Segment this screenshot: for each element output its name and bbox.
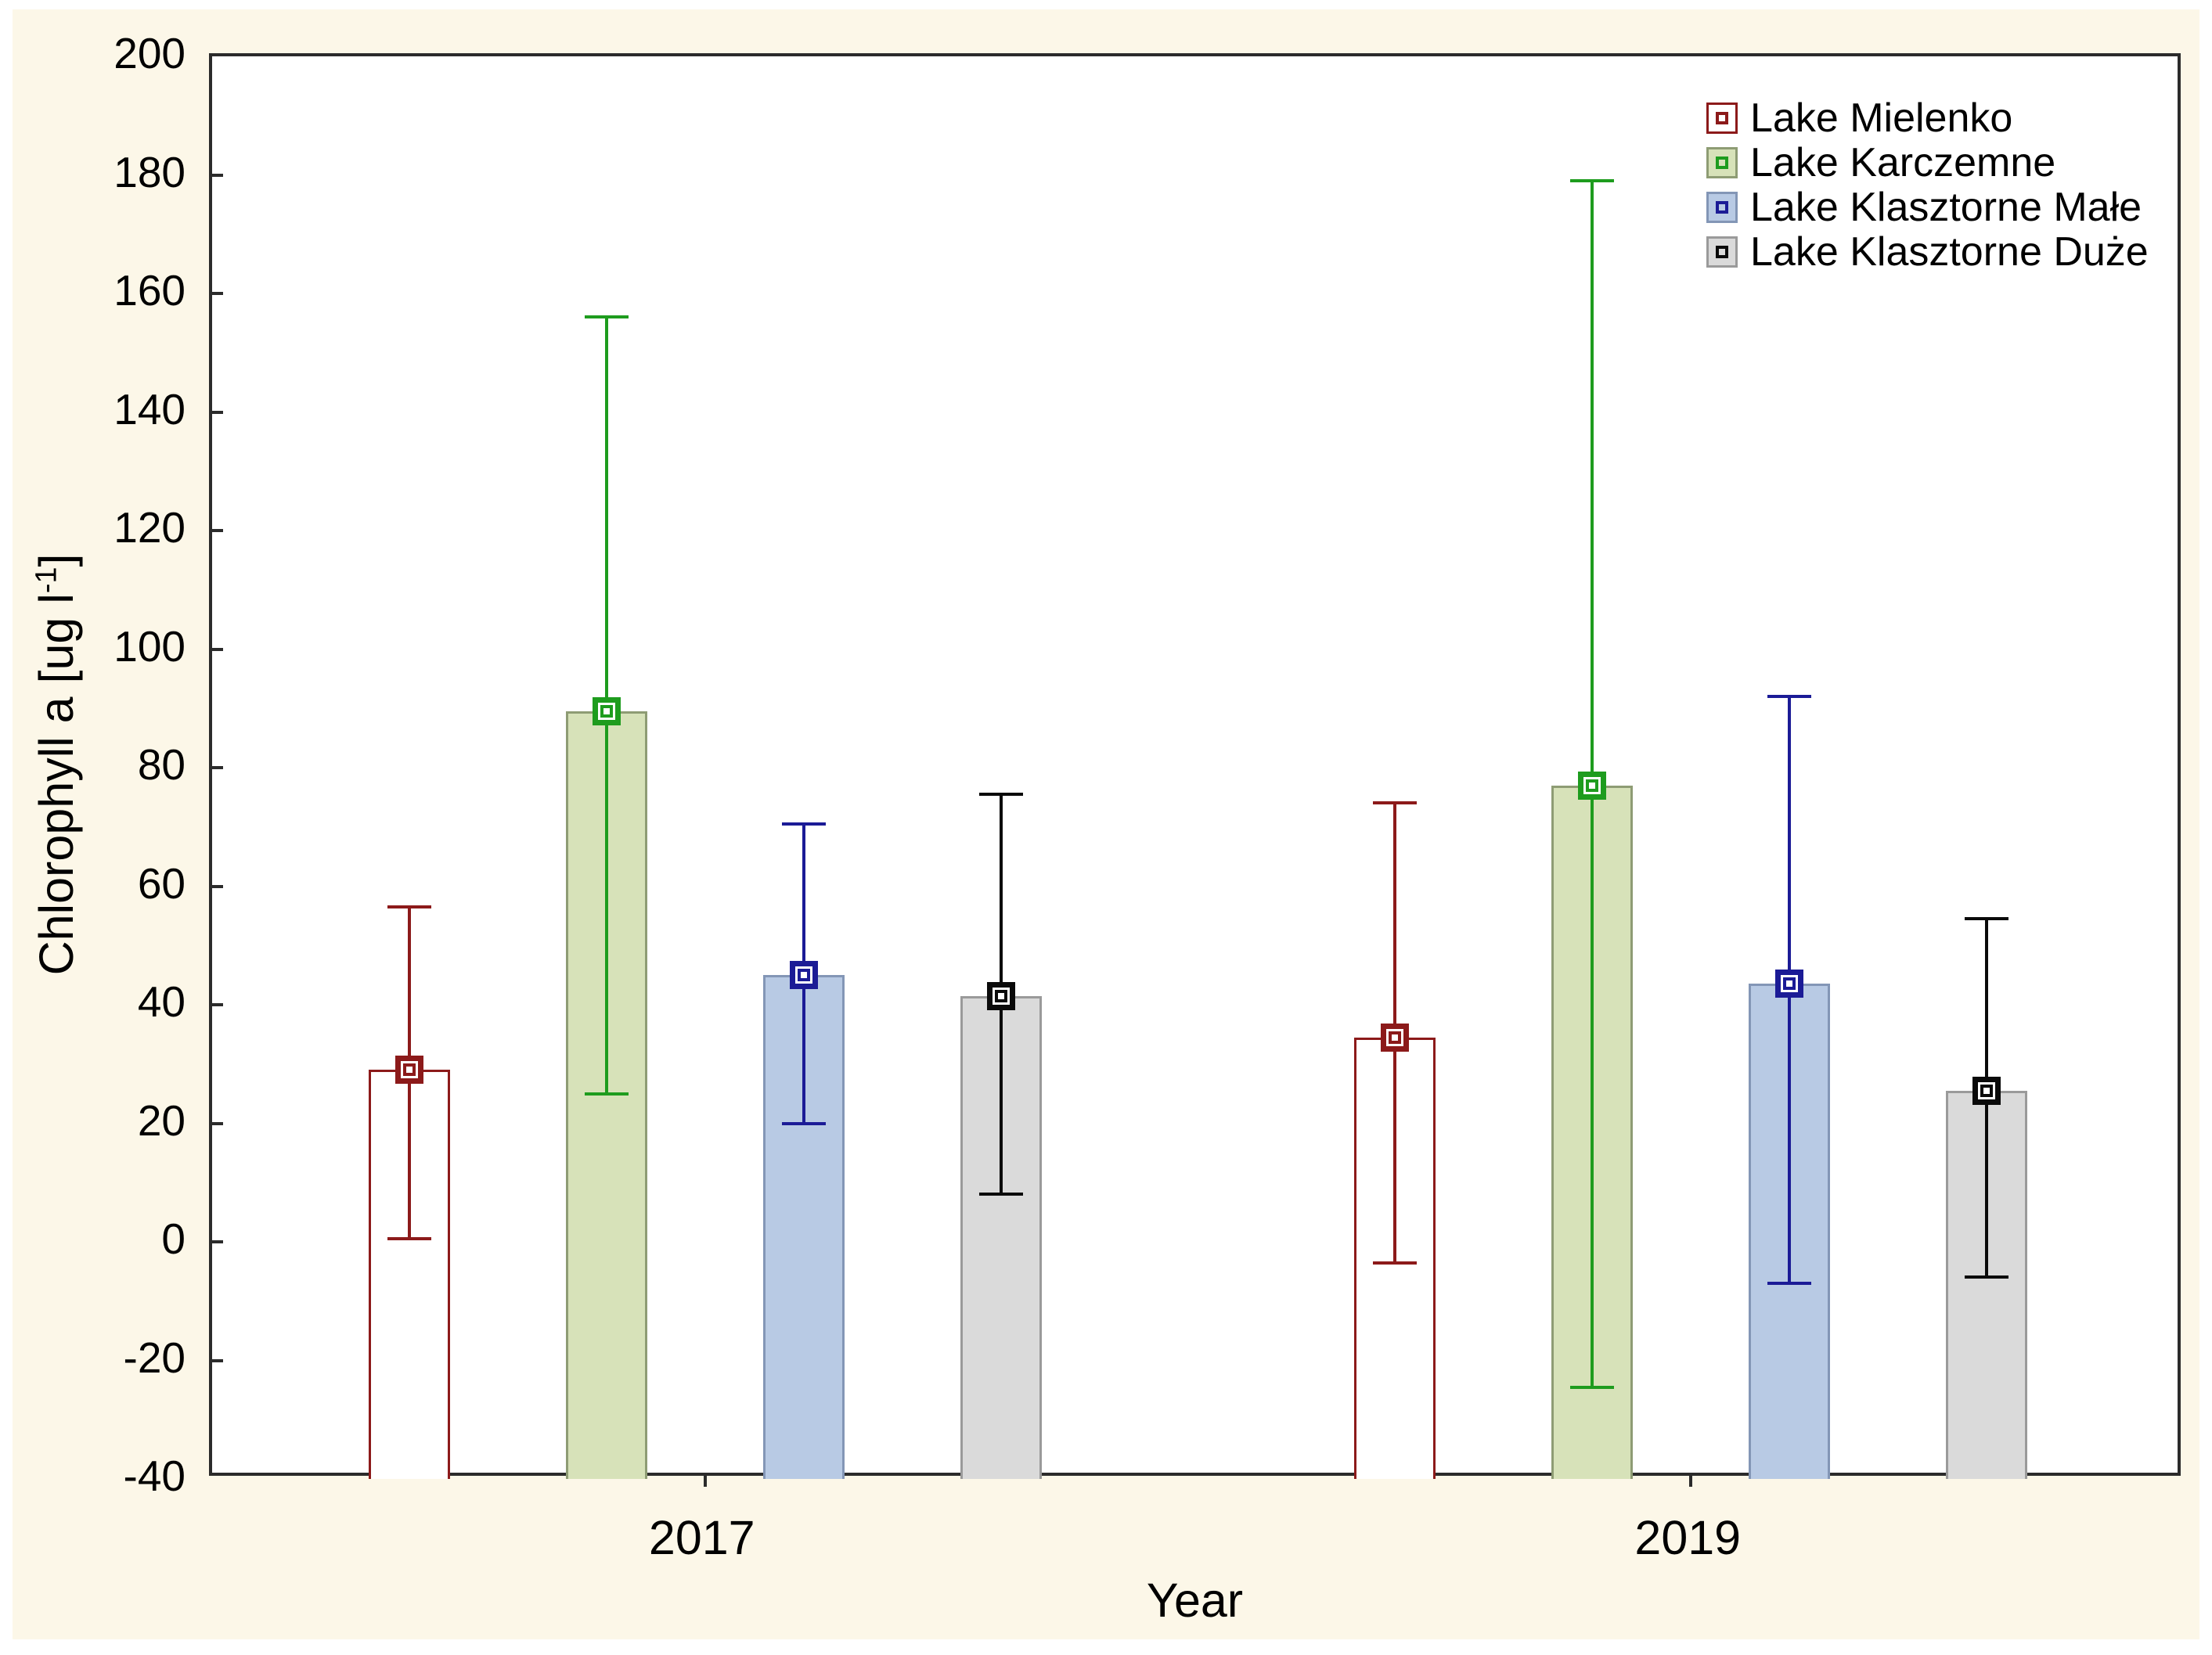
legend-swatch: [1706, 146, 1738, 178]
legend-swatch: [1706, 102, 1738, 134]
y-tick-label: -20: [123, 1333, 186, 1382]
legend-item: Lake Mielenko: [1706, 95, 2149, 141]
mean-marker-inner: [1389, 1031, 1402, 1044]
y-axis-title-superscript: -1: [30, 567, 63, 594]
legend-label: Lake Klasztorne Małe: [1750, 184, 2142, 230]
y-axis-title: Chlorophyll a [ug l-1]: [29, 554, 84, 976]
error-bar-cap-high: [584, 315, 629, 319]
legend-marker-icon: [1716, 156, 1728, 169]
mean-marker: [1972, 1076, 2001, 1105]
error-bar-cap-low: [1965, 1275, 2009, 1279]
x-category-label: 2019: [1634, 1511, 1742, 1564]
y-tick-label: 180: [113, 147, 186, 196]
error-bar-cap-low: [781, 1121, 826, 1125]
y-tick-label: 120: [113, 503, 186, 552]
legend-item: Lake Klasztorne Małe: [1706, 184, 2149, 230]
error-bar-cap-high: [1767, 695, 1812, 699]
mean-marker-inner: [994, 989, 1007, 1002]
y-tick-label: -40: [123, 1452, 186, 1500]
error-bar-cap-high: [387, 905, 431, 908]
y-axis-tick: [212, 292, 223, 295]
y-axis-tick: [212, 1240, 223, 1243]
legend-swatch: [1706, 191, 1738, 223]
x-axis-tick: [703, 1476, 707, 1487]
mean-marker: [1381, 1023, 1410, 1052]
y-axis-tick: [212, 1358, 223, 1362]
legend-marker-icon: [1716, 111, 1728, 124]
error-bar-cap-low: [978, 1193, 1023, 1196]
x-axis-title: Year: [1146, 1574, 1244, 1627]
legend-label: Lake Karczemne: [1750, 139, 2056, 185]
plot-area: [209, 53, 2181, 1487]
error-bar-cap-high: [1373, 801, 1418, 805]
y-tick-label: 200: [113, 29, 186, 77]
y-axis-title-text: Chlorophyll a [ug l: [30, 593, 83, 976]
y-tick-label: 60: [137, 858, 186, 908]
y-axis-tick: [212, 173, 223, 177]
x-axis-tick: [1689, 1476, 1693, 1487]
error-bar-cap-high: [1965, 917, 2009, 921]
legend-item: Lake Klasztorne Duże: [1706, 228, 2149, 275]
y-axis-tick: [212, 410, 223, 414]
mean-marker: [789, 961, 818, 990]
error-bar-cap-low: [1373, 1261, 1418, 1265]
error-bar-cap-high: [781, 822, 826, 826]
y-tick-label: 0: [161, 1214, 186, 1263]
error-bar-cap-low: [387, 1237, 431, 1241]
y-tick-label: 140: [113, 384, 186, 434]
y-tick-label: 160: [113, 266, 186, 315]
y-axis-tick: [212, 884, 223, 888]
x-category-label: 2017: [648, 1511, 755, 1564]
mean-marker-inner: [402, 1063, 416, 1077]
y-tick-label: 40: [137, 977, 186, 1026]
y-axis-tick: [212, 529, 223, 532]
y-axis-tick: [212, 1003, 223, 1006]
mean-marker-inner: [1783, 977, 1796, 991]
legend-item: Lake Karczemne: [1706, 140, 2149, 185]
mean-marker: [592, 697, 621, 726]
legend-marker-icon: [1716, 200, 1728, 214]
mean-marker-inner: [797, 969, 810, 982]
error-bar-cap-low: [1570, 1385, 1615, 1389]
y-tick-label: 100: [113, 621, 186, 671]
legend-swatch: [1706, 236, 1738, 268]
error-bar-cap-low: [1767, 1282, 1812, 1286]
mean-marker: [986, 981, 1015, 1010]
error-bar-cap-high: [978, 793, 1023, 797]
legend-marker-icon: [1716, 245, 1728, 258]
y-tick-label: 20: [137, 1096, 186, 1145]
legend-label: Lake Klasztorne Duże: [1750, 228, 2149, 275]
mean-marker: [1775, 970, 1804, 998]
mean-marker-inner: [600, 705, 613, 718]
mean-marker: [394, 1056, 423, 1085]
mean-marker-inner: [1586, 779, 1599, 792]
legend: Lake Mielenko Lake Karczemne Lake Klasztor…: [1706, 95, 2149, 275]
y-axis-tick: [212, 647, 223, 651]
mean-marker-inner: [1980, 1084, 1994, 1097]
error-bar-cap-high: [1570, 179, 1615, 183]
legend-label: Lake Mielenko: [1750, 95, 2013, 141]
y-axis-tick: [212, 766, 223, 769]
y-tick-label: 80: [137, 740, 186, 789]
error-bar-cap-low: [584, 1092, 629, 1096]
y-axis-title-suffix: ]: [30, 553, 83, 567]
mean-marker: [1578, 771, 1607, 800]
y-axis-tick: [212, 1121, 223, 1125]
